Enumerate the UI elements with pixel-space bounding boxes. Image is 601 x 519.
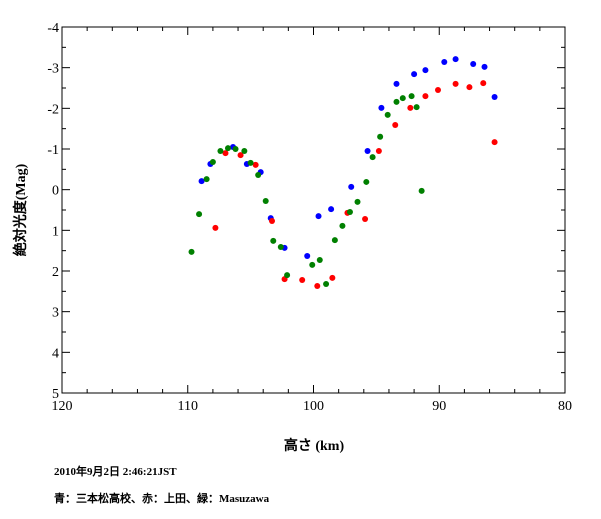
- data-point-series-1: [299, 276, 306, 283]
- data-point-series-0: [491, 93, 498, 100]
- data-point-series-1: [222, 150, 229, 157]
- data-point-series-1: [452, 80, 459, 87]
- y-tick-label: 5: [52, 387, 59, 402]
- data-point-series-2: [346, 209, 353, 216]
- data-point-series-1: [422, 93, 429, 100]
- data-point-series-2: [316, 257, 323, 264]
- data-point-series-2: [354, 198, 361, 205]
- y-tick-label: 2: [52, 265, 59, 280]
- data-point-series-2: [413, 104, 420, 111]
- data-point-series-2: [270, 237, 277, 244]
- data-point-series-2: [399, 95, 406, 102]
- data-point-series-0: [315, 213, 322, 220]
- data-point-series-1: [212, 224, 219, 231]
- x-tick-label: 80: [558, 399, 572, 414]
- data-point-series-1: [434, 87, 441, 94]
- data-point-series-0: [393, 80, 400, 87]
- x-tick-label: 120: [52, 399, 73, 414]
- data-point-series-2: [203, 176, 210, 183]
- data-point-series-2: [408, 93, 415, 100]
- data-point-series-2: [255, 172, 262, 179]
- data-point-series-1: [375, 148, 382, 155]
- data-point-series-1: [407, 104, 414, 111]
- y-tick-label: 3: [52, 306, 59, 321]
- y-tick-label: 4: [52, 346, 59, 361]
- data-point-series-2: [196, 211, 203, 218]
- timestamp-note: 2010年9月2日 2:46:21JST: [54, 466, 177, 478]
- data-point-series-2: [339, 222, 346, 229]
- x-axis-title: 高さ (km): [284, 437, 345, 454]
- data-point-series-0: [198, 178, 205, 185]
- data-point-series-2: [217, 148, 224, 155]
- data-point-series-0: [441, 58, 448, 65]
- data-point-series-2: [369, 154, 376, 161]
- data-point-series-0: [481, 63, 488, 70]
- y-tick-label: -3: [47, 62, 59, 77]
- data-point-series-2: [363, 178, 370, 185]
- data-point-series-1: [466, 84, 473, 91]
- x-tick-label: 90: [432, 399, 446, 414]
- data-point-series-0: [452, 56, 459, 63]
- data-point-series-1: [269, 217, 276, 224]
- data-point-series-0: [378, 104, 385, 111]
- data-point-series-1: [329, 274, 336, 281]
- data-point-series-0: [348, 183, 355, 190]
- data-point-series-1: [480, 80, 487, 87]
- data-point-series-2: [384, 111, 391, 118]
- data-point-series-1: [491, 139, 498, 146]
- data-point-series-0: [422, 67, 429, 74]
- y-tick-label: -4: [47, 21, 59, 36]
- x-tick-label: 100: [303, 399, 324, 414]
- data-point-series-2: [262, 198, 269, 205]
- data-point-series-1: [362, 215, 369, 222]
- data-point-series-2: [247, 159, 254, 166]
- y-tick-label: 1: [52, 224, 59, 239]
- y-tick-label: 0: [52, 184, 59, 199]
- data-point-series-2: [224, 145, 231, 152]
- legend-note: 青：三本松高校、赤：上田、緑：Masuzawa: [54, 493, 270, 505]
- data-point-series-2: [241, 148, 248, 155]
- x-tick-label: 110: [178, 399, 198, 414]
- data-point-series-2: [188, 248, 195, 255]
- data-point-series-2: [309, 261, 316, 268]
- data-point-series-1: [237, 152, 244, 159]
- data-point-series-0: [411, 71, 418, 78]
- plot-frame: [61, 26, 566, 394]
- data-point-series-1: [314, 283, 321, 290]
- data-point-series-2: [209, 159, 216, 166]
- data-point-series-2: [393, 98, 400, 105]
- data-point-series-2: [323, 281, 330, 288]
- data-point-series-0: [364, 148, 371, 155]
- data-point-series-2: [232, 146, 239, 152]
- data-point-series-2: [277, 244, 284, 251]
- data-point-series-2: [418, 187, 425, 194]
- data-point-series-1: [392, 122, 399, 129]
- y-axis-title: 絶対光度(Mag): [12, 163, 29, 256]
- data-point-series-2: [284, 272, 291, 279]
- data-point-series-2: [377, 133, 384, 140]
- data-point-series-1: [252, 161, 259, 168]
- data-point-series-2: [331, 237, 338, 244]
- y-tick-label: -1: [47, 143, 59, 158]
- data-point-series-0: [470, 61, 477, 68]
- data-point-series-0: [328, 206, 335, 213]
- data-point-series-0: [304, 252, 311, 259]
- y-tick-label: -2: [47, 102, 59, 117]
